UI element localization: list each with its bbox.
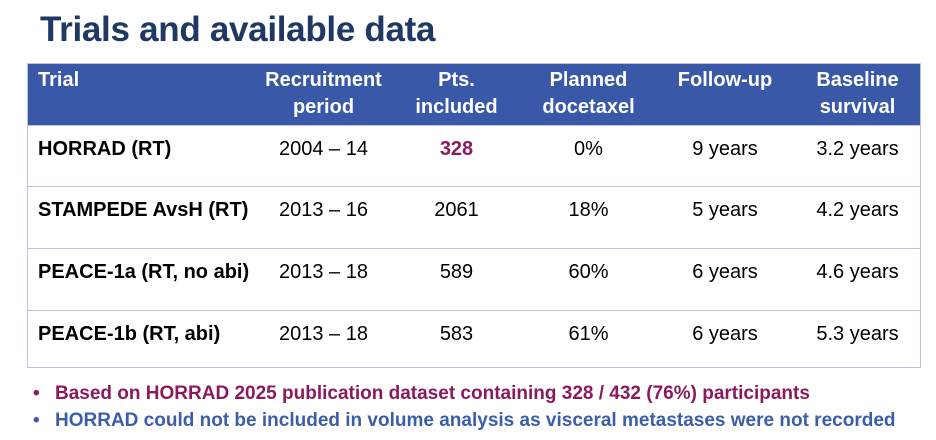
cell-follow-up: 6 years — [692, 261, 758, 283]
cell-trial: PEACE-1b (RT, abi) — [38, 323, 221, 345]
header-recruitment-period: Recruitment period — [265, 69, 382, 118]
header-baseline-survival: Baseline survival — [816, 69, 899, 118]
cell-docetaxel: 61% — [568, 323, 609, 345]
cell-trial: STAMPEDE AvsH (RT) — [38, 199, 249, 221]
header-planned-docetaxel: Planned docetaxel — [542, 69, 635, 118]
table-header: Trial Recruitment period Pts. included Pla… — [28, 64, 920, 125]
cell-docetaxel: 60% — [568, 261, 609, 283]
footnote-text: HORRAD could not be included in volume a… — [55, 410, 896, 431]
cell-docetaxel: 18% — [568, 199, 609, 221]
footnote-text: Based on HORRAD 2025 publication dataset… — [55, 383, 810, 404]
cell-docetaxel: 0% — [574, 138, 603, 160]
cell-pts: 2061 — [434, 199, 479, 221]
cell-period: 2013 – 18 — [279, 261, 368, 283]
cell-pts: 583 — [439, 323, 474, 345]
table-row-peace-1b: PEACE-1b (RT, abi) 2013 – 18 583 61% 6 y… — [28, 310, 920, 372]
cell-follow-up: 9 years — [692, 138, 758, 160]
cell-period: 2013 – 18 — [279, 323, 368, 345]
footnote-volume-analysis: • HORRAD could not be included in volume… — [33, 407, 896, 434]
cell-survival: 5.3 years — [816, 323, 899, 345]
footnote-horrad-dataset: • Based on HORRAD 2025 publication datas… — [33, 380, 896, 407]
header-trial: Trial — [38, 69, 80, 91]
table-row-peace-1a: PEACE-1a (RT, no abi) 2013 – 18 589 60% … — [28, 248, 920, 310]
trials-table: Trial Recruitment period Pts. included Pla… — [27, 63, 921, 368]
cell-period: 2013 – 16 — [279, 199, 368, 221]
cell-survival: 4.6 years — [816, 261, 899, 283]
bullet-icon: • — [33, 410, 40, 431]
cell-period: 2004 – 14 — [279, 138, 368, 160]
cell-follow-up: 6 years — [692, 323, 758, 345]
slide-title: Trials and available data — [40, 10, 436, 49]
cell-follow-up: 5 years — [692, 199, 758, 221]
cell-pts-highlight: 328 — [439, 138, 474, 160]
cell-survival: 3.2 years — [816, 138, 899, 160]
header-follow-up: Follow-up — [677, 69, 773, 91]
bullet-icon: • — [33, 383, 40, 404]
cell-survival: 4.2 years — [816, 199, 899, 221]
table-row-stampede: STAMPEDE AvsH (RT) 2013 – 16 2061 18% 5 … — [28, 186, 920, 248]
table-row-horrad: HORRAD (RT) 2004 – 14 328 0% 9 years 3.2… — [28, 125, 920, 187]
header-pts-included: Pts. included — [415, 69, 498, 118]
footnotes: • Based on HORRAD 2025 publication datas… — [33, 380, 896, 434]
cell-pts: 589 — [439, 261, 474, 283]
cell-trial: PEACE-1a (RT, no abi) — [38, 261, 250, 283]
cell-trial: HORRAD (RT) — [38, 138, 172, 160]
